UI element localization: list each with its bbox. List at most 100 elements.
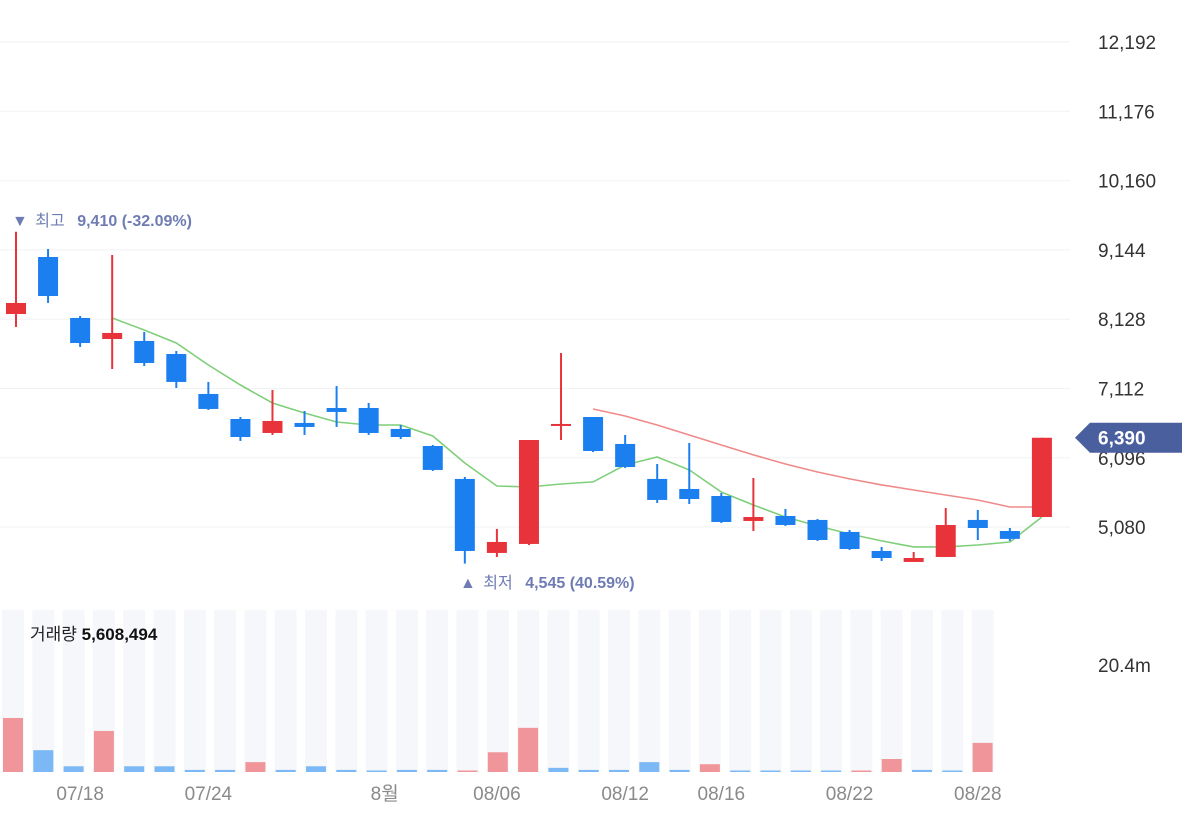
- candle-body: [1031, 437, 1052, 518]
- volume-slot: [729, 610, 752, 772]
- candle-down: [871, 546, 892, 561]
- candle-body: [390, 428, 411, 437]
- grid-lines: [0, 41, 1070, 528]
- volume-bar: [93, 730, 114, 772]
- volume-slot: [820, 610, 843, 772]
- volume-bar: [821, 770, 842, 772]
- candle-body: [262, 420, 283, 433]
- volume-slot: [638, 610, 661, 772]
- y-axis-labels: 12,192 11,176 10,160 9,144 8,128 7,112 6,096 5,…: [1098, 33, 1156, 539]
- y-tick-label: 5,080: [1098, 518, 1146, 539]
- candle-body: [358, 408, 379, 433]
- volume-label: 거래량: [30, 625, 77, 644]
- volume-slot: [880, 610, 903, 772]
- x-tick-label: 07/18: [56, 784, 104, 805]
- volume-bar: [396, 769, 417, 772]
- candle-down: [422, 444, 443, 471]
- high-label: 최고: [35, 212, 64, 230]
- y-tick-label: 11,176: [1098, 102, 1155, 123]
- candle-body: [166, 353, 187, 382]
- price-tag-shape: [1075, 422, 1182, 453]
- candle-down: [70, 315, 91, 347]
- candle-up: [743, 477, 764, 531]
- volume-bar: [63, 766, 84, 772]
- volume-slot: [153, 610, 176, 772]
- candle-up: [551, 352, 572, 440]
- candle-body: [102, 332, 123, 339]
- candle-up: [486, 528, 507, 557]
- volume-bar: [3, 717, 23, 772]
- candle-down: [807, 518, 828, 541]
- volume-slot: [850, 610, 873, 772]
- volume-bar: [518, 727, 539, 772]
- candle-body: [775, 515, 796, 525]
- volume-bar: [184, 769, 205, 772]
- volume-bar: [881, 759, 902, 772]
- volume-bar: [154, 766, 175, 772]
- y-tick-label: 9,144: [1098, 241, 1146, 262]
- y-tick-label: 6,096: [1098, 449, 1146, 470]
- candle-down: [38, 249, 59, 303]
- volume-slot: [486, 610, 509, 772]
- y-tick-label: 10,160: [1098, 172, 1156, 193]
- candle-down: [999, 527, 1020, 541]
- volume-bar: [366, 770, 387, 772]
- volume-slot: [789, 610, 812, 772]
- candle-body: [454, 478, 475, 551]
- x-tick-label: 07/24: [185, 784, 233, 805]
- candle-body: [679, 488, 700, 499]
- candle-body: [807, 519, 828, 540]
- x-tick-label: 08/06: [473, 784, 521, 805]
- candle-body: [134, 340, 155, 363]
- candle-body: [711, 495, 732, 522]
- volume-bar: [336, 769, 357, 772]
- candle-body: [551, 423, 572, 426]
- volume-bar: [609, 769, 629, 772]
- candle-body: [486, 541, 507, 553]
- high-value: 9,410 (-32.09%): [77, 213, 192, 230]
- candle-body: [198, 393, 219, 409]
- volume-slot: [395, 610, 418, 772]
- volume-slot: [547, 610, 570, 772]
- volume-bar: [639, 762, 660, 772]
- candle-body: [70, 317, 91, 344]
- candle-body: [326, 408, 347, 412]
- candle-body: [6, 302, 26, 315]
- volume-bar: [972, 742, 993, 772]
- candle-down: [839, 529, 860, 550]
- volume-bar: [245, 762, 266, 772]
- volume-axis-label: 20.4m: [1098, 656, 1151, 677]
- volume-readout: 거래량 5,608,494: [30, 620, 157, 645]
- svg-text:▼ 최고 9,410 (-32.09: ▼ 최고 9,410 (-32.09%): [12, 212, 192, 230]
- volume-slot: [668, 610, 691, 772]
- volume-slot: [62, 610, 85, 772]
- volume-slot: [759, 610, 782, 772]
- candle-body: [935, 524, 956, 557]
- candle-body: [615, 443, 636, 468]
- volume-bar: [790, 770, 811, 772]
- volume-slot: [32, 610, 55, 772]
- volume-value: 5,608,494: [81, 625, 158, 644]
- candle-body: [518, 439, 539, 544]
- y-tick-label: 12,192: [1098, 33, 1156, 54]
- x-tick-label: 8월: [371, 783, 399, 805]
- volume-bars: [3, 717, 993, 772]
- current-price-label: 6,390: [1098, 429, 1146, 450]
- candle-down: [390, 424, 411, 439]
- candle-body: [903, 557, 924, 562]
- candle-up: [6, 231, 26, 327]
- volume-slot: [335, 610, 358, 772]
- candle-body: [422, 445, 443, 470]
- candle-down: [230, 417, 251, 441]
- candle-up: [903, 551, 924, 562]
- candle-down: [647, 464, 668, 503]
- volume-bar: [33, 750, 54, 772]
- x-tick-label: 08/12: [601, 784, 649, 805]
- volume-slot: [608, 610, 630, 772]
- current-price-tag: 6,390: [1075, 422, 1182, 453]
- volume-slot: [698, 610, 721, 772]
- volume-slot: [941, 610, 964, 772]
- candle-down: [967, 509, 988, 540]
- volume-slot: [214, 610, 237, 772]
- candle-down: [615, 434, 636, 468]
